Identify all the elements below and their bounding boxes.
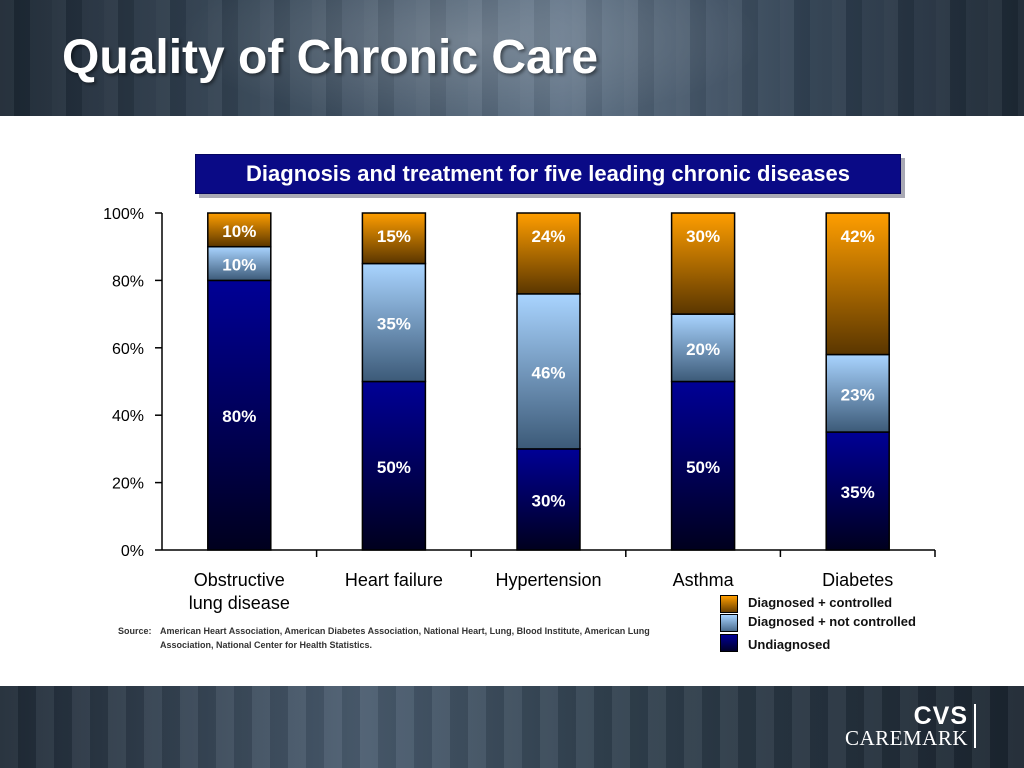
data-label: 42% (841, 227, 875, 246)
data-label: 15% (377, 227, 411, 246)
x-category-label: Hypertension (495, 570, 601, 590)
legend-label-undiagnosed: Undiagnosed (748, 637, 831, 652)
stacked-bar-chart: 0% 20% 40% 60% 80% 100% 80% 10% 10% Obstructive lu… (103, 206, 936, 613)
y-tick-label: 80% (112, 273, 144, 290)
data-label: 80% (222, 407, 256, 426)
data-label: 50% (686, 458, 720, 477)
x-category-label: lung disease (189, 593, 290, 613)
x-category-label: Diabetes (822, 570, 893, 590)
legend-swatch-undiagnosed (720, 634, 738, 652)
data-label: 24% (531, 227, 565, 246)
y-tick-label: 100% (103, 206, 144, 223)
source-text: American Heart Association, American Dia… (160, 626, 650, 650)
slide-title: Quality of Chronic Care (62, 31, 599, 84)
data-label: 50% (377, 458, 411, 477)
cvs-caremark-logo: CVS CAREMARK (844, 702, 978, 754)
y-tick-label: 40% (112, 408, 144, 425)
data-label: 30% (686, 227, 720, 246)
chart-title-box: Diagnosis and treatment for five leading… (195, 154, 901, 194)
logo-caremark-text: CAREMARK (844, 726, 968, 750)
logo-divider (974, 704, 976, 748)
data-label: 10% (222, 256, 256, 275)
bar-controlled (670, 212, 736, 315)
y-tick-label: 60% (112, 341, 144, 358)
bar-controlled (207, 212, 272, 248)
bar-not-controlled (516, 293, 581, 450)
data-label: 30% (531, 491, 565, 510)
bar-not-controlled (207, 245, 272, 282)
data-label: 20% (686, 340, 720, 359)
bar-controlled (361, 212, 427, 265)
x-category-label: Obstructive (194, 570, 285, 590)
data-label: 35% (377, 315, 411, 334)
bar-undiagnosed (207, 279, 272, 551)
x-category-label: Heart failure (345, 570, 443, 590)
bar-not-controlled (825, 353, 890, 433)
legend-label-not-controlled: Diagnosed + not controlled (748, 614, 916, 629)
bar-undiagnosed (825, 431, 890, 551)
data-label: 46% (531, 363, 565, 382)
logo-cvs-text: CVS (913, 702, 968, 730)
y-tick-label: 0% (121, 543, 144, 560)
data-label: 23% (841, 385, 875, 404)
bar-controlled (825, 212, 890, 356)
bar-undiagnosed (670, 380, 736, 551)
bar-controlled (516, 212, 581, 295)
bar-not-controlled (361, 262, 427, 383)
source-label: Source: (118, 626, 152, 636)
x-category-label: Asthma (673, 570, 735, 590)
header-banner (0, 0, 1024, 116)
bar-not-controlled (670, 313, 736, 383)
data-label: 35% (841, 483, 875, 502)
bar-undiagnosed (361, 380, 427, 551)
chart-title: Diagnosis and treatment for five leading… (246, 161, 850, 186)
data-label: 10% (222, 222, 256, 241)
legend-swatch-controlled (720, 595, 738, 613)
legend-label-controlled: Diagnosed + controlled (748, 595, 893, 610)
y-tick-label: 20% (112, 476, 144, 493)
footer-banner (0, 686, 1024, 768)
legend-swatch-not-controlled (720, 614, 738, 632)
bar-undiagnosed (516, 448, 581, 551)
